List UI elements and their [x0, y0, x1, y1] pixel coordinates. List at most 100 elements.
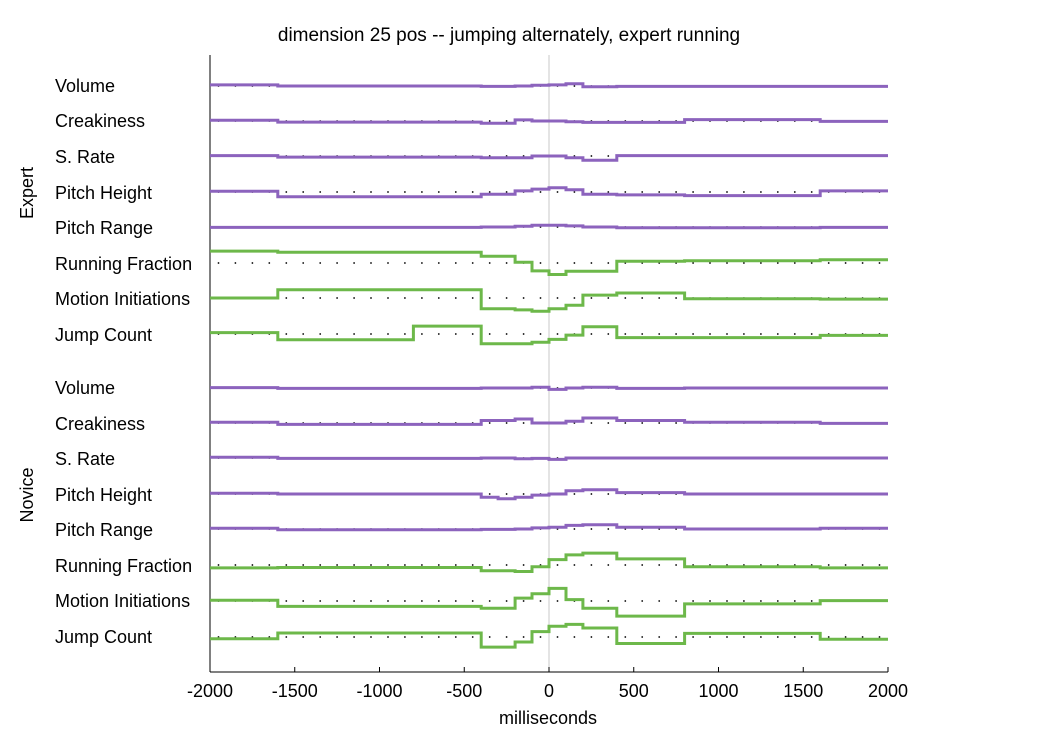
baseline-dot [776, 191, 779, 193]
row-labels: Volume Creakiness S. Rate Pitch Height Pitch… [55, 76, 192, 647]
baseline-dot [556, 636, 559, 638]
baseline-dot [370, 600, 372, 602]
baseline-dot [285, 191, 288, 193]
series-novice-motion-initiations [210, 586, 888, 618]
baseline-dot [319, 600, 322, 602]
baseline-dot [387, 333, 389, 335]
series-expert-pitch-height [210, 186, 888, 199]
baseline-dot [760, 333, 762, 335]
baseline-dot [726, 600, 728, 602]
baseline-dot [810, 636, 813, 638]
row-label-s-rate: S. Rate [55, 449, 115, 469]
baseline-dot [810, 262, 813, 264]
baseline-dot [336, 636, 338, 638]
baseline-dot [658, 297, 661, 299]
series-expert-running-fraction [210, 249, 888, 276]
series-novice-pitch-height [210, 488, 888, 501]
baseline-dot [285, 564, 288, 566]
baseline-dot [573, 493, 576, 495]
chart-title: dimension 25 pos -- jumping alternately,… [278, 25, 740, 46]
baseline-dot [522, 600, 525, 602]
baseline-dot [709, 262, 711, 264]
row-label-motion-initiations: Motion Initiations [55, 289, 190, 309]
baseline-dot [743, 333, 745, 335]
baseline-dot [488, 636, 491, 638]
baseline-dot [370, 564, 372, 566]
baseline-dot [641, 297, 644, 299]
baseline-dot [387, 297, 389, 299]
baseline-dot [844, 564, 847, 566]
baseline-dot [573, 636, 576, 638]
baseline-dot [505, 297, 508, 299]
baseline-dot [760, 191, 762, 193]
x-tick-label: 1000 [698, 681, 738, 701]
baseline-dot [760, 600, 762, 602]
x-axis: -2000 -1500 -1000 -500 0 500 1000 1500 2000 [187, 667, 908, 701]
baseline-dots-jump-count [217, 636, 881, 638]
baseline-dot [370, 262, 372, 264]
baseline-dot [234, 564, 237, 566]
baseline-dot [471, 600, 474, 602]
baseline-dot [488, 297, 491, 299]
baseline-dot [370, 333, 372, 335]
baseline-dot [437, 333, 440, 335]
baseline-dot [454, 191, 457, 193]
baseline-dot [471, 262, 474, 264]
baseline-dot [437, 297, 440, 299]
baseline-dot [607, 155, 610, 157]
baseline-dot [302, 636, 305, 638]
baseline-dot [454, 564, 457, 566]
baseline-dot [336, 564, 338, 566]
baseline-dot [590, 636, 593, 638]
baseline-dot [760, 636, 762, 638]
baseline-dot [556, 600, 559, 602]
baseline-dot [556, 191, 559, 193]
baseline-dot [387, 600, 389, 602]
series-novice-volume [210, 385, 888, 391]
baseline-dot [437, 636, 440, 638]
baseline-dot [319, 191, 322, 193]
baseline-dot [624, 333, 627, 335]
baseline-dot [844, 636, 847, 638]
series-expert-pitch-range [210, 223, 888, 230]
baseline-dot [471, 297, 474, 299]
baseline-dot [319, 297, 322, 299]
baseline-dot [590, 262, 593, 264]
baseline-dot [285, 600, 288, 602]
baseline-dot [675, 422, 677, 424]
baseline-dot [607, 564, 610, 566]
baseline-dot [454, 297, 457, 299]
baseline-dot [658, 636, 661, 638]
group-label-novice: Novice [17, 467, 37, 522]
baseline-dot [505, 564, 508, 566]
baseline-dot [658, 191, 661, 193]
baseline-dot [353, 262, 355, 264]
baseline-dot [353, 636, 355, 638]
baseline-dot [641, 333, 644, 335]
row-label-s-rate: S. Rate [55, 147, 115, 167]
baseline-dot [488, 191, 491, 193]
baseline-dot [319, 333, 322, 335]
baseline-dot [726, 333, 728, 335]
baseline-dot [590, 528, 593, 530]
baseline-dot [607, 297, 610, 299]
baseline-dot [404, 262, 406, 264]
baseline-dot [692, 600, 694, 602]
baseline-dot [370, 297, 372, 299]
baseline-dot [573, 528, 576, 530]
baseline-dot [387, 262, 389, 264]
baseline-dot [505, 636, 508, 638]
baseline-dot [692, 262, 694, 264]
baseline-dot [709, 600, 711, 602]
baseline-dot [353, 297, 355, 299]
baseline-dot [522, 297, 525, 299]
baseline-dot [302, 600, 305, 602]
baseline-dot [793, 600, 796, 602]
baseline-dot [353, 564, 355, 566]
baseline-dot [641, 564, 644, 566]
baseline-dot [336, 262, 338, 264]
baseline-dot [234, 262, 237, 264]
baseline-dot [878, 564, 881, 566]
baseline-dot [556, 262, 559, 264]
baseline-dot [844, 262, 847, 264]
